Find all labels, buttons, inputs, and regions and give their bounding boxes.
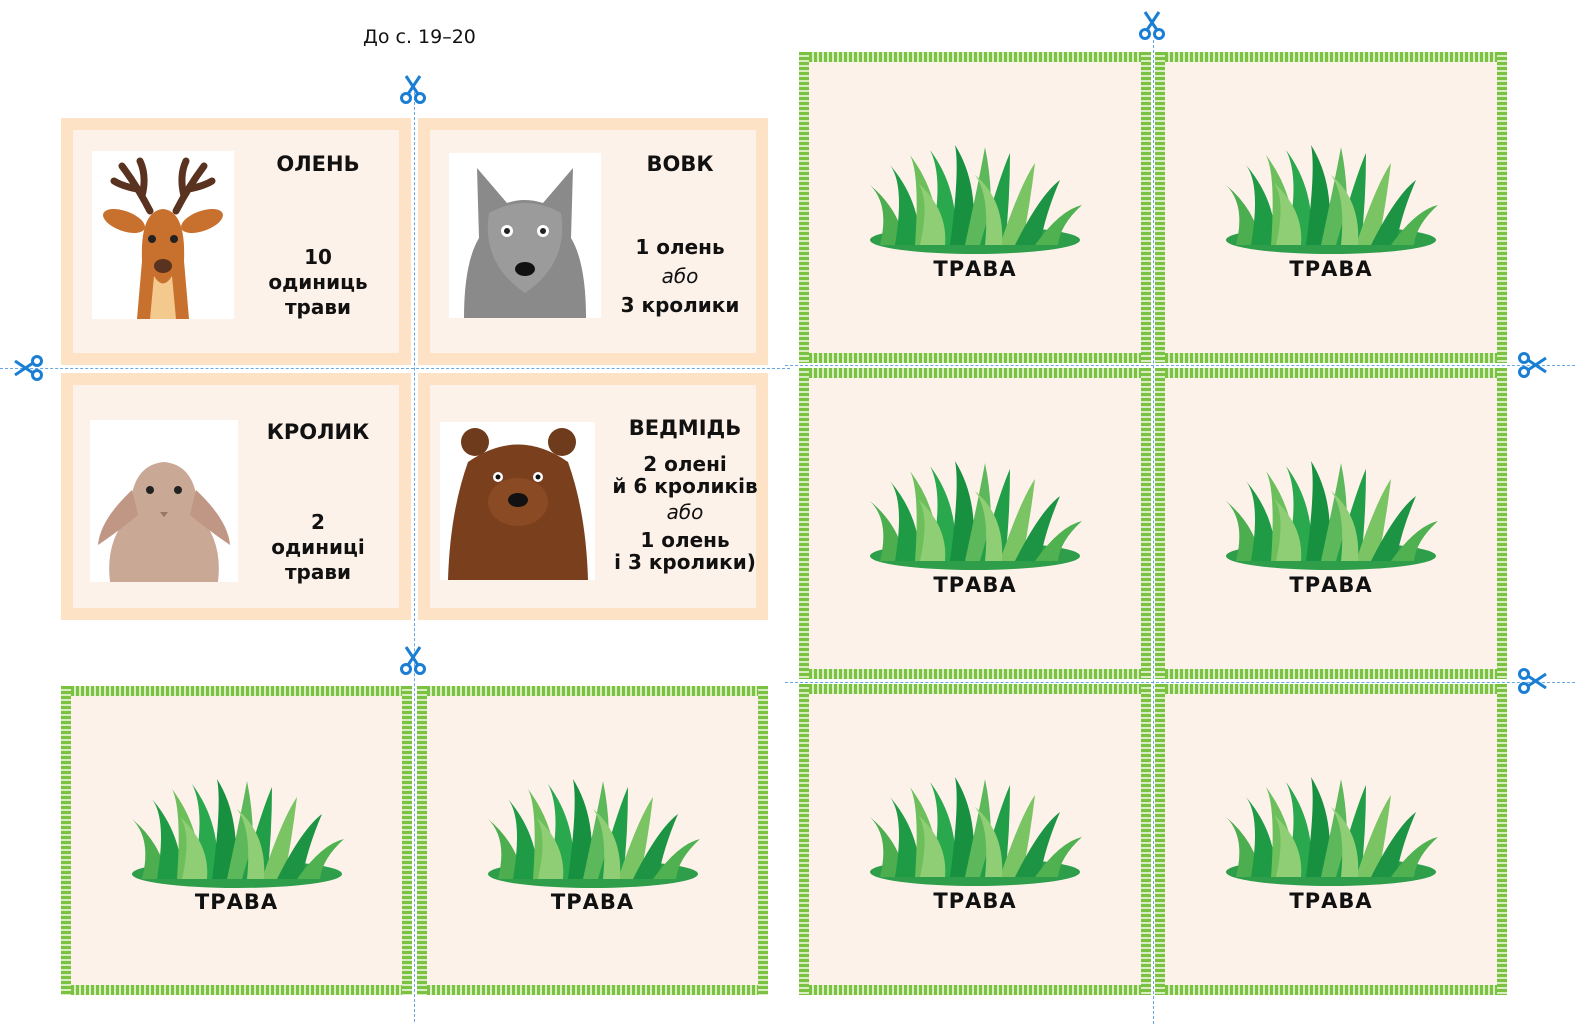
diet-line: 2	[311, 510, 325, 534]
grass-label: ТРАВА	[1289, 889, 1373, 914]
animal-card-wolf: ВОВК 1 олень або 3 кролики	[418, 118, 768, 365]
striped-border	[61, 985, 412, 995]
animal-card-rabbit: КРОЛИК 2 одиниці трави	[61, 373, 411, 620]
scissors-icon	[1518, 350, 1548, 380]
grass-label: ТРАВА	[194, 889, 279, 914]
striped-border	[61, 686, 71, 995]
animal-name: ОЛЕНЬ	[276, 152, 360, 176]
grass-card: ТРАВА	[799, 368, 1151, 679]
animal-diet: 2 олені й 6 кроликів або 1 олень і 3 кро…	[600, 453, 770, 573]
striped-border	[1155, 985, 1507, 995]
grass-card: ТРАВА	[799, 52, 1151, 363]
diet-line: й 6 кроликів	[612, 474, 758, 498]
cut-line	[0, 368, 790, 369]
animal-diet: 2 одиниці трави	[253, 510, 383, 585]
striped-border	[1497, 368, 1507, 679]
grass-icon	[1216, 461, 1446, 571]
grass-icon	[1216, 777, 1446, 887]
animal-diet: 1 олень або 3 кролики	[600, 233, 760, 320]
grass-icon	[860, 461, 1090, 571]
deer-icon	[92, 151, 234, 319]
striped-border	[1155, 669, 1507, 679]
animal-card-deer: ОЛЕНЬ 10 одиниць трави	[61, 118, 411, 365]
diet-line: 3 кролики	[620, 293, 740, 317]
striped-border	[799, 368, 1151, 378]
diet-line: або	[661, 264, 699, 288]
diet-line: 2 олені	[643, 452, 727, 476]
diet-line: 1 олень	[635, 235, 725, 259]
diet-line: трави	[284, 560, 352, 584]
striped-border	[758, 686, 768, 995]
diet-line: або	[666, 500, 704, 524]
striped-border	[1155, 353, 1507, 363]
striped-border	[799, 985, 1151, 995]
grass-label: ТРАВА	[933, 573, 1017, 598]
grass-icon	[860, 145, 1090, 255]
scissors-icon	[398, 74, 428, 104]
animal-diet: 10 одиниць трави	[253, 245, 383, 320]
cut-line	[414, 92, 415, 1022]
grass-icon	[478, 779, 708, 889]
striped-border	[799, 353, 1151, 363]
grass-icon	[1216, 145, 1446, 255]
striped-border	[417, 985, 768, 995]
striped-border	[417, 686, 427, 995]
striped-border	[799, 52, 809, 363]
grass-label: ТРАВА	[550, 889, 635, 914]
grass-card: ТРАВА	[61, 686, 412, 995]
scissors-icon	[1518, 666, 1548, 696]
animal-name: ВОВК	[646, 152, 714, 176]
diet-line: 1 олень	[640, 528, 730, 552]
diet-line: трави	[284, 295, 352, 319]
grass-label: ТРАВА	[1289, 257, 1373, 282]
animal-name: ВЕДМІДЬ	[628, 416, 742, 440]
rabbit-icon	[90, 420, 238, 582]
diet-line: і 3 кролики)	[614, 550, 756, 574]
striped-border	[799, 669, 1151, 679]
striped-border	[799, 684, 1151, 694]
cut-line	[1153, 40, 1154, 1024]
grass-card: ТРАВА	[1155, 684, 1507, 995]
striped-border	[799, 684, 809, 995]
striped-border	[402, 686, 412, 995]
grass-card: ТРАВА	[799, 684, 1151, 995]
striped-border	[1155, 52, 1507, 62]
striped-border	[1141, 684, 1151, 995]
striped-border	[417, 686, 768, 696]
scissors-icon	[13, 353, 43, 383]
grass-card: ТРАВА	[1155, 52, 1507, 363]
cut-line	[785, 682, 1575, 683]
grass-card: ТРАВА	[1155, 368, 1507, 679]
striped-border	[799, 52, 1151, 62]
striped-border	[1141, 52, 1151, 363]
striped-border	[1155, 684, 1165, 995]
striped-border	[1155, 684, 1507, 694]
animal-name: КРОЛИК	[266, 420, 370, 444]
striped-border	[1155, 368, 1507, 378]
animal-card-bear: ВЕДМІДЬ 2 олені й 6 кроликів або 1 олень…	[418, 373, 768, 620]
diet-line: одиниці	[271, 535, 365, 559]
bear-icon	[440, 422, 595, 580]
striped-border	[1497, 52, 1507, 363]
grass-label: ТРАВА	[1289, 573, 1373, 598]
diet-line: одиниць	[268, 270, 368, 294]
scissors-icon	[1137, 10, 1167, 40]
striped-border	[799, 368, 809, 679]
striped-border	[1155, 52, 1165, 363]
cut-line	[785, 365, 1575, 366]
grass-card: ТРАВА	[417, 686, 768, 995]
striped-border	[1141, 368, 1151, 679]
striped-border	[61, 686, 412, 696]
grass-label: ТРАВА	[933, 889, 1017, 914]
page-reference: До с. 19–20	[363, 26, 476, 48]
striped-border	[1155, 368, 1165, 679]
grass-icon	[860, 777, 1090, 887]
wolf-icon	[449, 153, 601, 318]
striped-border	[1497, 684, 1507, 995]
grass-label: ТРАВА	[933, 257, 1017, 282]
scissors-icon	[398, 645, 428, 675]
grass-icon	[122, 779, 352, 889]
diet-line: 10	[304, 245, 332, 269]
